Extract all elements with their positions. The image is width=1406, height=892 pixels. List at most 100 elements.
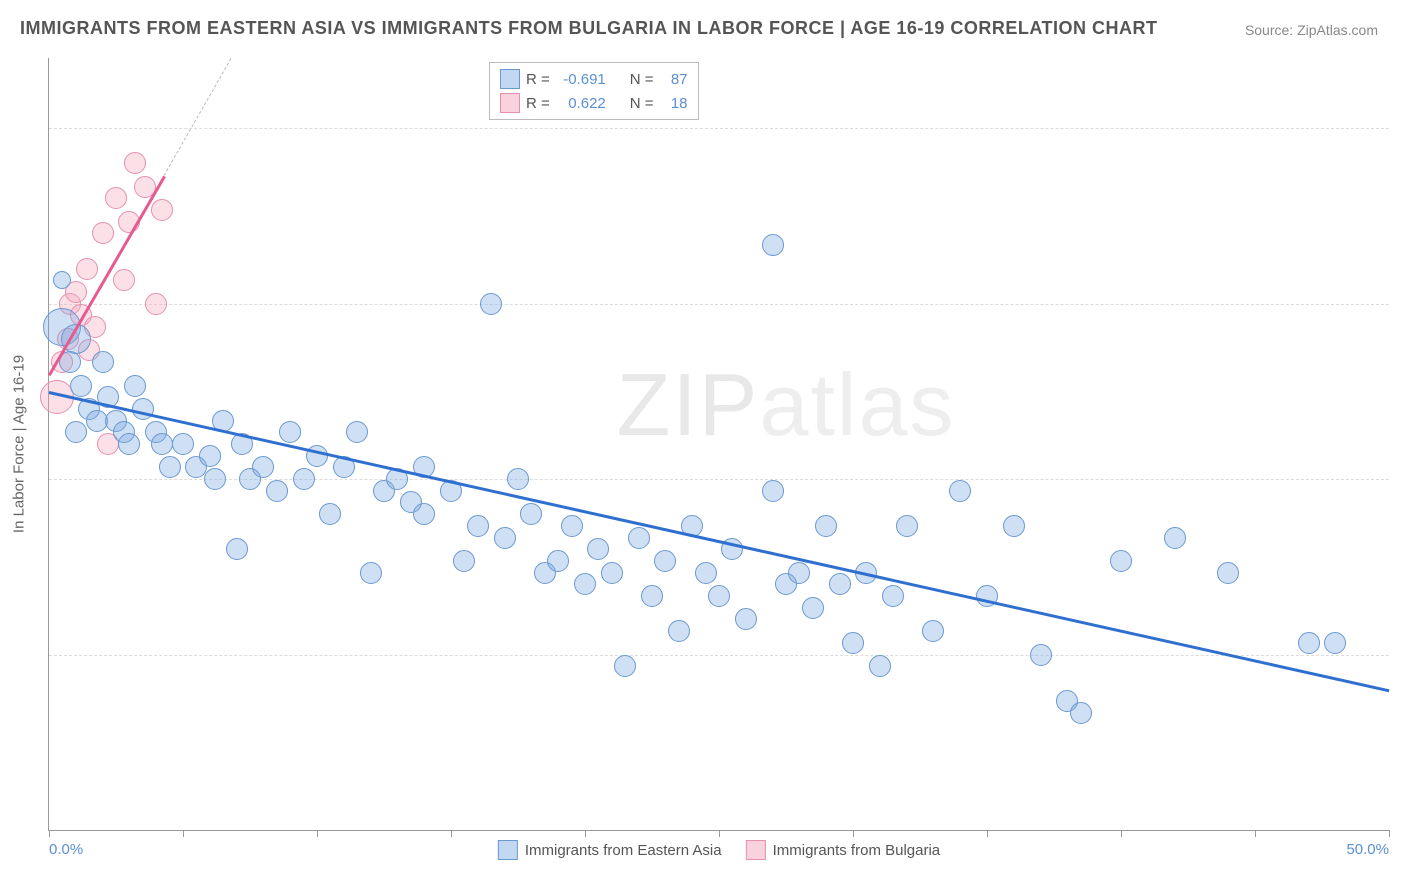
data-point bbox=[159, 456, 181, 478]
data-point bbox=[53, 271, 71, 289]
data-point bbox=[132, 398, 154, 420]
data-point bbox=[922, 620, 944, 642]
x-tick bbox=[451, 830, 452, 837]
data-point bbox=[124, 152, 146, 174]
data-point bbox=[59, 351, 81, 373]
data-point bbox=[1217, 562, 1239, 584]
data-point bbox=[547, 550, 569, 572]
data-point bbox=[204, 468, 226, 490]
x-tick bbox=[1121, 830, 1122, 837]
data-point bbox=[628, 527, 650, 549]
data-point bbox=[668, 620, 690, 642]
data-point bbox=[145, 293, 167, 315]
legend-stat-row: R = 0.622 N = 18 bbox=[500, 91, 688, 115]
data-point bbox=[574, 573, 596, 595]
x-tick bbox=[719, 830, 720, 837]
trend-line bbox=[164, 58, 232, 175]
data-point bbox=[896, 515, 918, 537]
legend-label: Immigrants from Bulgaria bbox=[773, 842, 941, 859]
data-point bbox=[654, 550, 676, 572]
gridline bbox=[49, 655, 1389, 656]
y-tick-label: 15.0% bbox=[1399, 646, 1406, 663]
data-point bbox=[695, 562, 717, 584]
data-point bbox=[708, 585, 730, 607]
data-point bbox=[735, 608, 757, 630]
legend-stats-box: R = -0.691 N = 87 R = 0.622 N = 18 bbox=[489, 62, 699, 120]
data-point bbox=[1070, 702, 1092, 724]
data-point bbox=[1164, 527, 1186, 549]
x-axis-max-label: 50.0% bbox=[1346, 841, 1389, 858]
data-point bbox=[614, 655, 636, 677]
data-point bbox=[70, 375, 92, 397]
data-point bbox=[151, 199, 173, 221]
n-value: 18 bbox=[660, 95, 688, 112]
data-point bbox=[587, 538, 609, 560]
legend-stat-row: R = -0.691 N = 87 bbox=[500, 67, 688, 91]
data-point bbox=[151, 433, 173, 455]
r-value: -0.691 bbox=[556, 71, 606, 88]
legend-swatch bbox=[498, 840, 518, 860]
data-point bbox=[520, 503, 542, 525]
data-point bbox=[561, 515, 583, 537]
x-tick bbox=[1389, 830, 1390, 837]
y-tick-label: 60.0% bbox=[1399, 120, 1406, 137]
data-point bbox=[319, 503, 341, 525]
legend-item: Immigrants from Eastern Asia bbox=[498, 840, 722, 860]
data-point bbox=[413, 503, 435, 525]
data-point bbox=[76, 258, 98, 280]
x-tick bbox=[585, 830, 586, 837]
r-label: R = bbox=[526, 95, 550, 112]
r-value: 0.622 bbox=[556, 95, 606, 112]
legend-swatch bbox=[500, 69, 520, 89]
n-label: N = bbox=[630, 95, 654, 112]
data-point bbox=[949, 480, 971, 502]
data-point bbox=[1003, 515, 1025, 537]
data-point bbox=[842, 632, 864, 654]
data-point bbox=[494, 527, 516, 549]
n-label: N = bbox=[630, 71, 654, 88]
data-point bbox=[105, 187, 127, 209]
data-point bbox=[480, 293, 502, 315]
data-point bbox=[199, 445, 221, 467]
x-tick bbox=[49, 830, 50, 837]
data-point bbox=[92, 222, 114, 244]
data-point bbox=[172, 433, 194, 455]
y-tick-label: 45.0% bbox=[1399, 295, 1406, 312]
data-point bbox=[641, 585, 663, 607]
y-axis-title: In Labor Force | Age 16-19 bbox=[11, 355, 28, 533]
n-value: 87 bbox=[660, 71, 688, 88]
data-point bbox=[266, 480, 288, 502]
data-point bbox=[802, 597, 824, 619]
data-point bbox=[226, 538, 248, 560]
data-point bbox=[124, 375, 146, 397]
legend-swatch bbox=[746, 840, 766, 860]
data-point bbox=[601, 562, 623, 584]
data-point bbox=[65, 421, 87, 443]
data-point bbox=[1110, 550, 1132, 572]
data-point bbox=[762, 480, 784, 502]
scatter-plot-area: ZIPatlas In Labor Force | Age 16-19 15.0… bbox=[48, 58, 1389, 831]
data-point bbox=[815, 515, 837, 537]
data-point bbox=[869, 655, 891, 677]
data-point bbox=[1324, 632, 1346, 654]
data-point bbox=[453, 550, 475, 572]
y-tick-label: 30.0% bbox=[1399, 471, 1406, 488]
r-label: R = bbox=[526, 71, 550, 88]
data-point bbox=[1030, 644, 1052, 666]
legend-swatch bbox=[500, 93, 520, 113]
data-point bbox=[252, 456, 274, 478]
x-tick bbox=[183, 830, 184, 837]
data-point bbox=[762, 234, 784, 256]
chart-title: IMMIGRANTS FROM EASTERN ASIA VS IMMIGRAN… bbox=[20, 18, 1158, 39]
data-point bbox=[113, 269, 135, 291]
data-point bbox=[882, 585, 904, 607]
x-tick bbox=[317, 830, 318, 837]
data-point bbox=[118, 433, 140, 455]
legend-label: Immigrants from Eastern Asia bbox=[525, 842, 722, 859]
data-point bbox=[346, 421, 368, 443]
data-point bbox=[467, 515, 489, 537]
gridline bbox=[49, 128, 1389, 129]
data-point bbox=[829, 573, 851, 595]
data-point bbox=[279, 421, 301, 443]
data-point bbox=[293, 468, 315, 490]
